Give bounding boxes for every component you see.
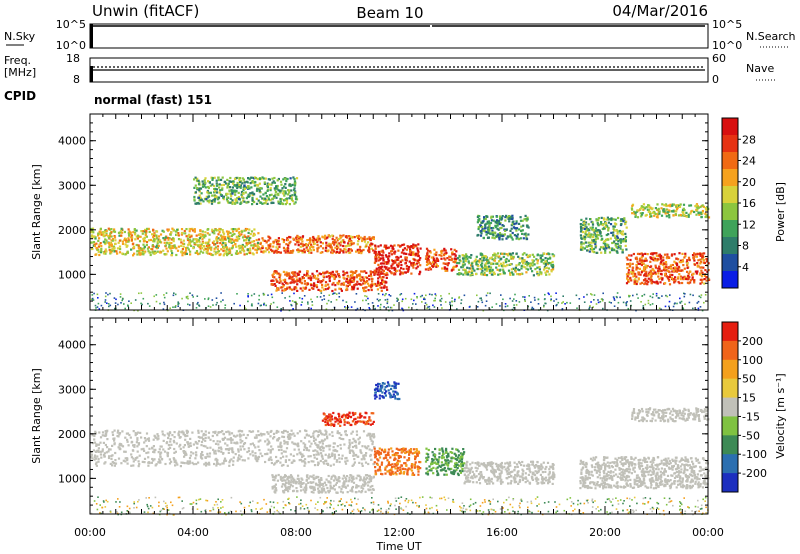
nsky-panel: N.Sky 10^5 10^0 10^5 10^0 N.Search [4,18,796,52]
nsearch-label: N.Search [746,30,796,43]
vel-ytick-label-1: 2000 [58,428,86,441]
freq-label-2: [MHz] [4,66,36,79]
velocity-colorbar-tick-2: 50 [742,373,756,386]
vel-ytick-label-2: 3000 [58,383,86,396]
nave-tick-top: 60 [712,52,726,65]
power-colorbar-swatch-3 [722,169,738,187]
power-feature-3 [373,243,422,277]
nsky-tick-bottom: 10^0 [56,39,86,52]
vel-colorbar-swatch-7 [722,454,738,474]
vel-colorbar-swatch-1 [722,340,738,361]
vel-colorbar-swatch-2 [722,359,738,380]
power-feature-7 [193,176,299,206]
vel-feature-3 [321,411,375,427]
vel-colorbar-swatch-3 [722,378,738,399]
power-colorbar-tick-0: 4 [742,261,749,274]
x-tick-label-1: 04:00 [177,526,209,539]
velocity-colorbar-tick-7: -200 [742,467,767,480]
vel-feature-4 [373,381,401,401]
power-colorbar-swatch-0 [722,118,738,136]
power-feature-1 [257,234,375,255]
power-feature-10 [630,203,711,219]
power-feature-6 [476,214,530,241]
velocity-panel: 1000 2000 3000 4000 Slant Range [km] [30,317,710,516]
velocity-colorbar: 200 100 50 15 -15 -50 -100 -200 [721,321,767,493]
power-ytick-label-2: 3000 [58,179,86,192]
nave-tick-bottom: 0 [712,73,719,86]
power-ytick-label-3: 4000 [58,135,86,148]
vel-feature-6 [463,460,556,485]
power-colorbar-swatch-1 [722,135,738,153]
power-colorbar-swatch-2 [722,152,738,170]
x-tick-label-0: 00:00 [74,526,106,539]
freq-tick-bottom: 8 [73,73,80,86]
velocity-colorbar-tick-0: 200 [742,335,763,348]
power-feature-8 [579,216,628,254]
freq-label-1: Freq. [4,54,31,67]
nsearch-tick-bottom: 10^0 [712,39,742,52]
velocity-colorbar-tick-5: -50 [742,429,760,442]
power-feature-5 [456,252,556,277]
x-tick-label-3: 12:00 [383,526,415,539]
velocity-colorbar-tick-4: -15 [742,410,760,423]
power-colorbar: 4 8 12 16 20 24 28 [721,117,756,289]
power-colorbar-label: Power [dB] [774,182,787,242]
radar-title: Unwin (fitACF) [92,2,199,20]
power-colorbar-tick-6: 28 [742,133,756,146]
vel-ytick-label-0: 1000 [58,472,86,485]
power-colorbar-swatch-6 [722,220,738,238]
power-colorbar-tick-2: 12 [742,218,756,231]
power-feature-4 [424,247,458,272]
power-ytick-label-1: 2000 [58,224,86,237]
vel-feature-8 [631,407,710,423]
date-title: 04/Mar/2016 [612,2,708,20]
power-colorbar-swatch-7 [722,237,738,255]
power-ylabel: Slant Range [km] [30,164,43,260]
power-colorbar-tick-4: 20 [742,176,756,189]
power-colorbar-tick-5: 24 [742,155,756,168]
vel-colorbar-swatch-4 [722,397,738,417]
vel-colorbar-swatch-0 [722,322,738,342]
power-colorbar-tick-3: 16 [742,197,756,210]
power-feature-2 [270,270,389,293]
x-tick-label-6: 00:00 [692,526,724,539]
velocity-colorbar-tick-1: 100 [742,354,763,367]
power-colorbar-tick-1: 8 [742,240,749,253]
velocity-colorbar-tick-6: -100 [742,448,767,461]
power-colorbar-swatch-9 [722,271,738,289]
vel-colorbar-swatch-5 [722,416,738,436]
power-colorbar-swatch-4 [722,186,738,204]
velocity-colorbar-label: Velocity [m s⁻¹] [774,373,787,458]
vel-feature-0 [90,429,376,468]
vel-feature-7 [579,456,710,490]
vel-feature-5 [424,447,466,477]
power-feature-9 [625,252,711,286]
nave-label: Nave [746,62,774,75]
x-tick-label-5: 20:00 [589,526,621,539]
power-colorbar-swatch-5 [722,203,738,221]
velocity-ylabel: Slant Range [km] [30,368,43,464]
beam-title: Beam 10 [356,4,423,22]
cpid-label: CPID [4,89,36,103]
x-tick-label-4: 16:00 [486,526,518,539]
freq-tick-top: 18 [66,52,80,65]
vel-colorbar-swatch-8 [722,473,738,493]
velocity-colorbar-tick-3: 15 [742,392,756,405]
cpid-value: normal (fast) 151 [94,93,212,107]
x-axis-label: Time UT [375,540,421,553]
power-feature-0 [90,227,260,257]
vel-feature-2 [373,447,422,476]
power-ytick-label-0: 1000 [58,268,86,281]
freq-panel: Freq. [MHz] 18 8 60 0 Nave CPID normal (… [4,52,776,107]
power-panel: 1000 2000 3000 4000 Slant Range [km] [30,113,711,312]
nsearch-tick-top: 10^5 [712,18,742,31]
power-colorbar-swatch-8 [722,254,738,272]
nsky-label: N.Sky [4,30,36,43]
vel-feature-1 [271,473,375,494]
nsky-tick-top: 10^5 [56,18,86,31]
vel-ytick-label-3: 4000 [58,339,86,352]
x-tick-label-2: 08:00 [280,526,312,539]
vel-colorbar-swatch-6 [722,435,738,455]
